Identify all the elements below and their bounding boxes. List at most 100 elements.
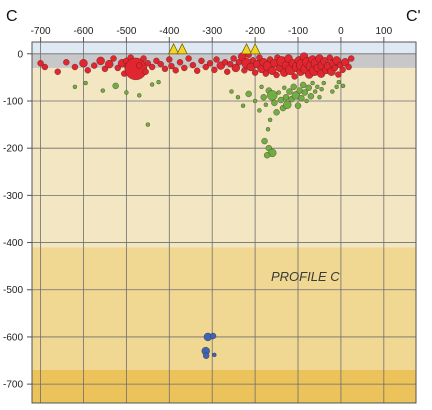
x-tick-label-8: 100 (375, 26, 392, 37)
grid-lines (32, 42, 416, 403)
x-tick-label-0: -700 (31, 26, 51, 37)
intermediate-point-46 (321, 80, 327, 86)
intermediate-point-19 (267, 117, 273, 123)
station-markers (168, 43, 261, 55)
shallow-point-11 (110, 55, 117, 62)
shallow-point-57 (256, 54, 263, 61)
shallow-point-23 (142, 68, 149, 75)
intermediate-point-20 (267, 90, 278, 101)
intermediate-point-11 (240, 103, 246, 108)
shallow-point-1 (41, 63, 49, 71)
shallow-point-3 (63, 59, 70, 66)
depth-band-4 (32, 369, 416, 403)
intermediate-point-2 (100, 88, 106, 93)
hypocenter-points (37, 51, 355, 360)
y-tick-label-7: -700 (3, 380, 23, 391)
shallow-point-45 (226, 60, 234, 68)
station-marker-2 (240, 43, 253, 55)
x-tick-label-3: -400 (159, 26, 179, 37)
shallow-point-46 (230, 55, 237, 62)
shallow-point-74 (291, 73, 298, 80)
shallow-point-12 (114, 64, 122, 72)
shallow-point-9 (101, 65, 109, 73)
shallow-point-44 (223, 68, 231, 75)
intermediate-point-26 (282, 85, 287, 91)
y-tick-label-6: -600 (3, 332, 23, 343)
intermediate-point-44 (317, 94, 322, 100)
depth-band-0 (32, 42, 416, 54)
plot-frame (31, 41, 417, 404)
intermediate-point-1 (83, 80, 88, 86)
station-marker-0 (168, 43, 180, 55)
shallow-point-22 (140, 55, 147, 62)
intermediate-point-16 (260, 93, 267, 101)
intermediate-point-23 (276, 90, 281, 95)
intermediate-point-28 (283, 100, 292, 110)
y-tick-label-1: -100 (3, 96, 23, 107)
shallow-point-32 (176, 59, 184, 66)
intermediate-point-13 (252, 98, 258, 104)
deep-point-3 (202, 352, 210, 360)
intermediate-point-35 (298, 94, 305, 102)
deep-point-1 (209, 332, 217, 340)
shallow-point-0 (37, 59, 44, 67)
intermediate-point-31 (290, 83, 297, 91)
shallow-point-101 (339, 66, 346, 74)
x-tick-label-1: -600 (73, 26, 93, 37)
shallow-point-29 (166, 56, 173, 63)
shallow-point-65 (273, 71, 280, 79)
shallow-point-39 (206, 59, 214, 67)
tick-marks (27, 37, 385, 385)
shallow-point-37 (198, 57, 205, 65)
station-marker-1 (176, 43, 188, 55)
shallow-point-60 (262, 70, 270, 77)
x-tick-label-5: -200 (245, 26, 265, 37)
intermediate-point-9 (229, 89, 234, 94)
intermediate-point-39 (305, 84, 312, 92)
intermediate-point-41 (310, 80, 315, 86)
intermediate-point-33 (294, 102, 302, 109)
intermediate-point-40 (307, 93, 315, 100)
intermediate-point-12 (245, 90, 252, 98)
intermediate-point-51 (263, 152, 271, 159)
intermediate-point-42 (312, 89, 318, 94)
x-tick-label-6: -100 (288, 26, 308, 37)
intermediate-point-17 (263, 102, 269, 108)
intermediate-point-21 (271, 99, 278, 107)
shallow-point-21 (136, 62, 143, 69)
shallow-point-6 (84, 67, 92, 74)
x-tick-label-2: -500 (116, 26, 136, 37)
shallow-point-103 (345, 63, 352, 71)
intermediate-point-45 (319, 86, 324, 92)
shallow-point-30 (168, 62, 175, 70)
intermediate-point-43 (315, 84, 320, 90)
shallow-point-34 (185, 55, 192, 62)
shallow-point-99 (335, 71, 342, 78)
intermediate-point-47 (265, 127, 271, 132)
shallow-point-104 (347, 55, 355, 62)
shallow-point-2 (54, 68, 61, 75)
shallow-point-25 (148, 63, 156, 71)
y-tick-label-5: -500 (3, 285, 23, 296)
intermediate-point-7 (156, 79, 161, 85)
shallow-point-27 (157, 60, 164, 68)
shallow-point-10 (104, 59, 114, 69)
shallow-point-24 (144, 59, 152, 67)
depth-zone-bands (32, 42, 416, 403)
shallow-point-55 (251, 69, 259, 76)
intermediate-point-15 (259, 84, 264, 90)
intermediate-point-36 (299, 81, 307, 89)
shallow-point-97 (331, 64, 339, 72)
intermediate-point-5 (137, 93, 142, 98)
x-tick-label-4: -300 (202, 26, 222, 37)
intermediate-point-24 (277, 96, 285, 104)
profile-annotation: PROFILE C (271, 269, 340, 284)
shallow-point-47 (231, 63, 241, 73)
shallow-point-41 (213, 56, 220, 63)
intermediate-point-14 (257, 108, 262, 113)
intermediate-point-48 (261, 137, 268, 145)
intermediate-point-27 (282, 93, 290, 101)
shallow-point-5 (79, 58, 88, 68)
shallow-point-35 (189, 61, 197, 69)
